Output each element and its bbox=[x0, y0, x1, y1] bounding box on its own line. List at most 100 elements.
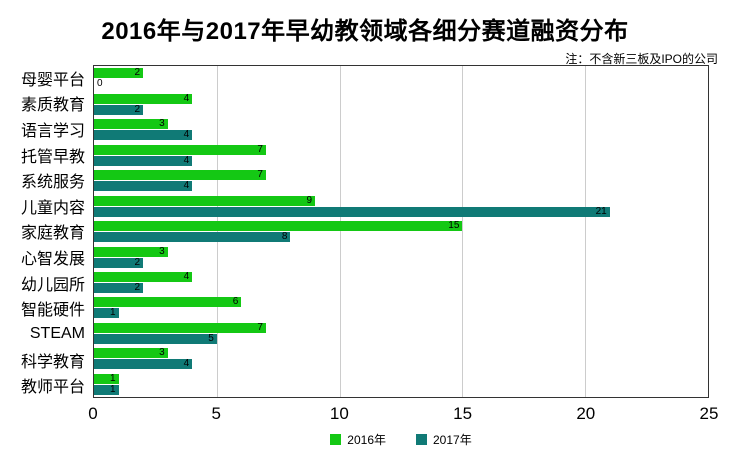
bar-value-label: 9 bbox=[306, 194, 313, 206]
bar-2017 bbox=[94, 104, 144, 115]
bar-2016 bbox=[94, 170, 266, 181]
bar-line: 2 bbox=[94, 257, 708, 268]
bar-2017 bbox=[94, 384, 119, 395]
category-label: 托管早教 bbox=[20, 148, 85, 166]
x-tick-label: 5 bbox=[211, 404, 221, 423]
x-tick-label: 25 bbox=[699, 404, 719, 423]
bar-2017 bbox=[94, 181, 193, 192]
bar-line: 3 bbox=[94, 348, 708, 359]
bar-line: 6 bbox=[94, 297, 708, 308]
bar-2016 bbox=[94, 271, 193, 282]
category-label: 教师平台 bbox=[20, 379, 85, 397]
category-label: 科学教育 bbox=[20, 353, 85, 371]
bar-line: 1 bbox=[94, 372, 708, 384]
bar-line: 8 bbox=[94, 232, 708, 243]
category-label: 儿童内容 bbox=[20, 199, 85, 217]
y-axis-labels: 母婴平台 素质教育 语言学习 托管早教 系统服务 儿童内容 家庭教育 心智发展 幼儿园所 智能硬件… bbox=[0, 65, 85, 398]
legend-item: 2016年 bbox=[330, 431, 386, 448]
bar-value-label: 2 bbox=[134, 103, 141, 115]
bar-line: 1 bbox=[94, 307, 708, 319]
bar-line: 21 bbox=[94, 206, 708, 217]
bar-line: 15 bbox=[94, 220, 708, 232]
bar-line: 5 bbox=[94, 332, 708, 344]
category-label: 智能硬件 bbox=[20, 302, 85, 320]
bar-2017 bbox=[94, 333, 217, 344]
bar-line: 1 bbox=[94, 383, 708, 395]
bar-line: 7 bbox=[94, 321, 708, 333]
legend-label: 2017年 bbox=[433, 433, 472, 447]
bar-line: 4 bbox=[94, 270, 708, 282]
bar-2017 bbox=[94, 359, 193, 370]
bar-value-label: 15 bbox=[448, 220, 460, 232]
category-label: 系统服务 bbox=[20, 174, 85, 192]
bar-2016 bbox=[94, 195, 316, 206]
bar-value-label: 4 bbox=[183, 92, 190, 104]
bar-line: 7 bbox=[94, 169, 708, 181]
bar-2017 bbox=[94, 282, 144, 293]
bar-2016 bbox=[94, 348, 168, 359]
bar-2016 bbox=[94, 246, 168, 257]
bar-value-label: 4 bbox=[183, 180, 190, 192]
bar-value-label: 1 bbox=[109, 307, 116, 319]
bar-2016 bbox=[94, 68, 144, 79]
bar-line: 4 bbox=[94, 154, 708, 166]
bar-2017 bbox=[94, 308, 119, 319]
bar-value-label: 4 bbox=[183, 358, 190, 370]
bar-2016 bbox=[94, 373, 119, 384]
bar-line: 3 bbox=[94, 246, 708, 257]
bar-line: 4 bbox=[94, 130, 708, 141]
bar-line: 2 bbox=[94, 103, 708, 115]
bar-line: 4 bbox=[94, 358, 708, 370]
bar-2016 bbox=[94, 221, 463, 232]
legend-swatch bbox=[416, 434, 427, 445]
chart-title: 2016年与2017年早幼教领域各细分赛道融资分布 bbox=[101, 18, 629, 45]
category-label: 母婴平台 bbox=[20, 71, 85, 89]
category-label: 心智发展 bbox=[20, 251, 85, 269]
bar-value-label: 7 bbox=[257, 169, 263, 181]
bar-row: 15 8 bbox=[94, 219, 708, 244]
bar-value-label: 0 bbox=[97, 78, 103, 90]
plot-area: 2 0 4 2 3 4 7 4 7 4 9 21 15 8 3 2 4 2 6 1 7 5 3 4 1 1 bbox=[93, 65, 709, 398]
bar-value-label: 4 bbox=[183, 270, 190, 282]
bar-line: 4 bbox=[94, 180, 708, 192]
bar-value-label: 2 bbox=[134, 67, 141, 79]
legend: 2016年 2017年 bbox=[93, 431, 709, 448]
category-label: STEAM bbox=[29, 324, 85, 342]
category-label: 语言学习 bbox=[20, 123, 85, 141]
bar-value-label: 7 bbox=[257, 321, 263, 333]
legend-swatch bbox=[330, 434, 342, 445]
bar-2016 bbox=[94, 297, 242, 308]
legend-label: 2016年 bbox=[347, 433, 386, 447]
x-tick-label: 20 bbox=[576, 404, 596, 423]
category-label: 家庭教育 bbox=[20, 225, 85, 243]
legend-item: 2017年 bbox=[416, 431, 472, 448]
bar-2017 bbox=[94, 232, 291, 243]
bar-2016 bbox=[94, 119, 168, 130]
bar-2017 bbox=[94, 206, 610, 217]
bar-2017 bbox=[94, 257, 144, 268]
bar-value-label: 4 bbox=[183, 154, 190, 166]
bar-line: 0 bbox=[94, 79, 708, 89]
bar-value-label: 1 bbox=[109, 383, 116, 395]
bar-value-label: 1 bbox=[109, 372, 116, 384]
bar-line: 2 bbox=[94, 67, 708, 79]
bar-value-label: 2 bbox=[134, 281, 141, 293]
bar-line: 3 bbox=[94, 119, 708, 130]
bar-row: 9 21 bbox=[94, 193, 708, 218]
gridline bbox=[216, 66, 218, 397]
bar-2017 bbox=[94, 130, 193, 141]
category-label: 幼儿园所 bbox=[20, 276, 85, 294]
bar-value-label: 5 bbox=[208, 332, 214, 344]
x-axis: 0 5 10 15 20 25 bbox=[88, 404, 718, 426]
bar-value-label: 7 bbox=[257, 143, 263, 155]
x-tick-label: 10 bbox=[329, 404, 349, 423]
gridline bbox=[339, 66, 341, 397]
